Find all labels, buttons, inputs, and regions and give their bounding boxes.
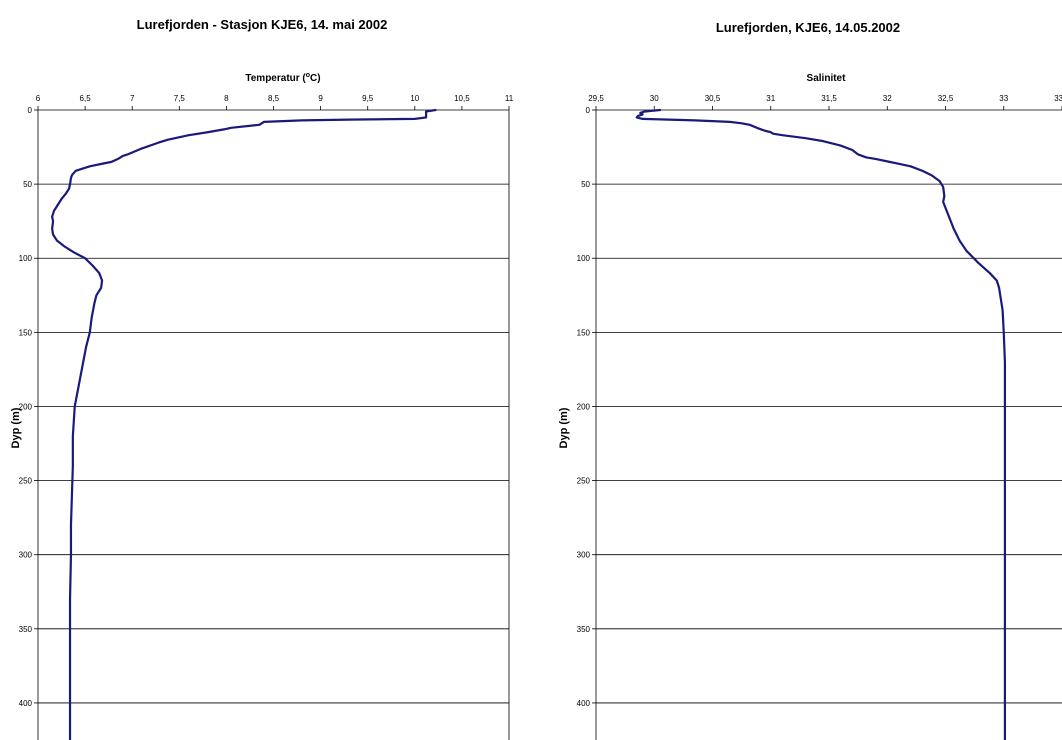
temperature-y-tick-label: 200: [19, 402, 33, 411]
temperature-x-tick-label: 9,5: [362, 94, 374, 103]
salinity-x-tick-label: 31,5: [821, 94, 837, 103]
temperature-y-tick-label: 100: [19, 254, 33, 263]
salinity-y-ticks: 0 50 100 150 200 250 300 350 400: [577, 106, 596, 708]
temperature-series: [51, 108, 437, 740]
salinity-y-tick-label: 300: [577, 551, 591, 560]
salinity-x-axis-title: Salinitet: [807, 73, 847, 84]
temperature-x-tick-label: 8,5: [268, 94, 280, 103]
temperature-y-ticks: 0 50 100 150 200 250 300 350 400: [19, 106, 38, 708]
temperature-x-tick-label: 7,5: [174, 94, 186, 103]
salinity-series: [635, 108, 1007, 740]
temperature-axes: [37, 109, 510, 740]
salinity-chart: Lurefjorden, KJE6, 14.05.2002 Salinitet …: [558, 20, 1062, 740]
salinity-axes: [595, 109, 1062, 740]
temperature-y-tick-label: 50: [23, 180, 32, 189]
temperature-profile-line: [51, 108, 437, 740]
temperature-y-tick-label: 150: [19, 328, 33, 337]
temperature-y-axis-title: Dyp (m): [10, 407, 22, 448]
salinity-y-tick-label: 0: [586, 106, 591, 115]
salinity-x-ticks: 29,5 30 30,5 31 31,5 32 32,5 33 33,5: [588, 94, 1062, 110]
temperature-grid: [38, 183, 509, 704]
salinity-x-tick-label: 30,5: [705, 94, 721, 103]
temperature-y-tick-label: 400: [19, 699, 33, 708]
salinity-y-tick-label: 200: [577, 402, 591, 411]
salinity-chart-title: Lurefjorden, KJE6, 14.05.2002: [716, 20, 900, 35]
salinity-x-tick-label: 33: [999, 94, 1008, 103]
temperature-x-tick-label: 6: [36, 94, 41, 103]
temperature-chart-title: Lurefjorden - Stasjon KJE6, 14. mai 2002: [137, 17, 388, 32]
salinity-x-tick-label: 33,5: [1054, 94, 1062, 103]
salinity-x-tick-label: 29,5: [588, 94, 604, 103]
salinity-grid: [596, 183, 1062, 704]
salinity-y-tick-label: 150: [577, 328, 591, 337]
salinity-profile-line: [635, 108, 1007, 740]
temperature-x-ticks: 6 6,5 7 7,5 8 8,5 9 9,5 10 10,5 11: [36, 94, 514, 110]
temperature-x-tick-label: 11: [505, 94, 514, 103]
salinity-x-tick-label: 30: [650, 94, 659, 103]
temperature-x-tick-label: 9: [318, 94, 323, 103]
temperature-x-tick-label: 7: [130, 94, 135, 103]
salinity-y-tick-label: 250: [577, 477, 591, 486]
temperature-x-axis-title: Temperatur (oC): [245, 72, 320, 84]
temperature-chart: Lurefjorden - Stasjon KJE6, 14. mai 2002…: [10, 17, 514, 740]
salinity-y-tick-label: 400: [577, 699, 591, 708]
temperature-y-tick-label: 350: [19, 625, 33, 634]
temperature-x-tick-label: 8: [224, 94, 229, 103]
temperature-y-tick-label: 0: [28, 106, 33, 115]
salinity-y-tick-label: 50: [581, 180, 590, 189]
temperature-y-tick-label: 300: [19, 551, 33, 560]
salinity-x-tick-label: 31: [766, 94, 775, 103]
salinity-y-axis-title: Dyp (m): [558, 407, 570, 448]
temperature-x-tick-label: 6,5: [80, 94, 92, 103]
temperature-y-tick-label: 250: [19, 477, 33, 486]
salinity-x-tick-label: 32,5: [938, 94, 954, 103]
salinity-y-tick-label: 350: [577, 625, 591, 634]
salinity-x-tick-label: 32: [883, 94, 892, 103]
temperature-x-tick-label: 10: [410, 94, 419, 103]
temperature-x-tick-label: 10,5: [454, 94, 470, 103]
salinity-y-tick-label: 100: [577, 254, 591, 263]
